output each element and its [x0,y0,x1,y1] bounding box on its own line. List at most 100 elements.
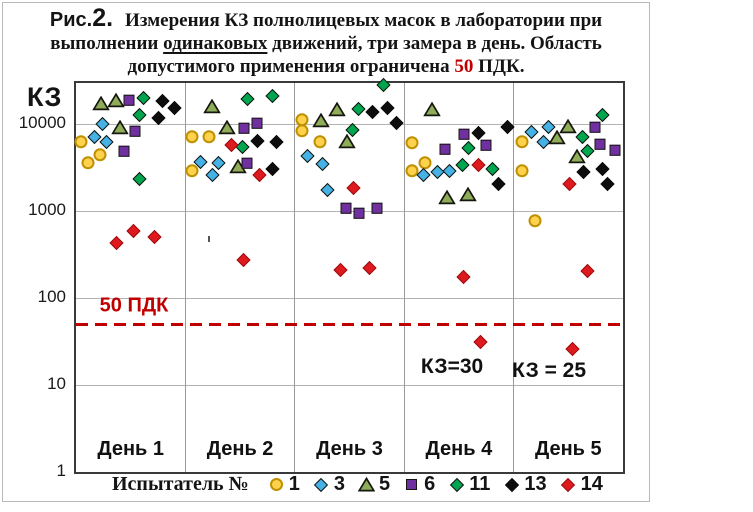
data-point-subject-14 [235,252,252,270]
day-label-1: День 1 [97,438,165,460]
circle-marker-icon [92,147,109,163]
diamond-marker-icon [251,167,268,183]
data-point-subject-13 [388,115,405,133]
data-point-subject-14 [332,262,349,280]
diamond-marker-icon [454,157,471,173]
diamond-marker-icon [223,137,240,153]
data-point-subject-1 [201,128,218,148]
y-tick-label-100: 100 [37,287,66,306]
data-point-subject-11 [239,91,256,109]
data-point-subject-14 [561,176,578,194]
day-label-2: День 2 [206,438,274,460]
triangle-marker-icon [559,118,577,134]
plot-area: День 1 День 2 День 3 День 4 День 5 50 ПДК КЗ=3… [73,78,625,474]
legend-title: Испытатель № [112,473,249,495]
day-separator [403,83,405,472]
gridline-100 [76,298,623,299]
square-marker-icon [236,120,253,136]
data-point-subject-11 [454,157,471,175]
data-point-subject-5 [328,101,346,122]
data-point-subject-5 [107,92,125,113]
data-point-subject-11 [264,88,281,106]
diamond-marker-icon [235,252,252,268]
triangle-marker-icon [568,148,586,164]
data-point-subject-1 [311,134,328,154]
square-marker-icon [456,126,473,142]
diamond-marker-icon [319,182,336,198]
square-marker-icon [351,206,368,222]
square-marker-icon [368,200,385,216]
data-point-subject-5 [92,96,110,117]
diamond-marker-icon [594,161,611,177]
data-point-subject-1 [183,128,200,148]
circle-marker-icon [403,135,420,151]
data-point-subject-5 [312,112,330,133]
triangle-marker-icon [338,133,356,149]
caption-number: 2. [92,4,114,32]
day-label-3: День 3 [316,438,383,460]
day-separator [184,83,186,472]
data-point-subject-11 [594,107,611,125]
diamond-marker-icon [472,334,489,350]
data-point-subject-6 [238,156,255,175]
data-point-subject-6 [116,143,133,162]
circle-marker-icon [403,163,420,179]
diamond-marker-icon [249,133,266,149]
diamond-marker-icon [135,90,152,106]
data-point-subject-14 [345,180,362,198]
day-label-4: День 4 [425,438,493,460]
data-point-subject-1 [403,135,420,155]
data-point-subject-14 [470,157,487,175]
triangle-marker-icon [423,101,441,117]
diamond-marker-icon [125,223,142,239]
data-point-subject-5 [459,187,477,208]
day-label-5: День 5 [534,438,602,460]
data-point-subject-6 [338,200,355,219]
threshold-line [76,323,623,327]
data-point-subject-13 [364,104,381,122]
diamond-marker-icon [375,77,392,93]
diamond-marker-icon [204,167,221,183]
legend-item-label: 6 [424,473,436,495]
y-tick-label-1000: 1000 [28,200,66,219]
data-point-subject-14 [564,341,581,359]
diamond-marker-icon [150,110,167,126]
data-point-subject-1 [73,134,90,154]
data-point-subject-5 [559,118,577,139]
data-point-subject-6 [607,142,624,161]
data-point-subject-6 [368,200,385,219]
diamond-marker-icon [379,100,396,116]
diamond-marker-icon [268,134,285,150]
diamond-marker-icon [239,91,256,107]
triangle-marker-icon [107,92,125,108]
data-point-subject-5 [548,129,566,150]
square-marker-icon [478,137,495,153]
legend-item-label: 5 [378,473,391,495]
circle-marker-icon [73,134,90,150]
figure-frame [2,2,650,502]
data-point-subject-1 [92,147,109,167]
data-point-subject-11 [579,143,596,161]
data-point-subject-6 [586,119,603,138]
diamond-marker-icon [131,107,148,123]
data-point-subject-1 [527,213,544,233]
triangle-marker-icon [92,96,110,112]
circle-marker-icon [514,163,531,179]
legend-item-5: 5 [357,473,391,496]
stray-mark [208,236,210,242]
data-point-subject-14 [223,137,240,155]
diamond-marker-icon [361,260,378,276]
triangle-marker-icon [357,477,375,493]
caption-prefix: Рис. [49,9,93,31]
y-tick-label-1: 1 [56,461,66,480]
diamond-marker-icon [314,156,331,172]
legend-item-label: 13 [524,473,547,495]
legend-item-label: 14 [580,473,603,495]
data-point-subject-13 [499,119,516,137]
triangle-marker-icon [218,119,236,135]
legend-item-label: 1 [288,473,300,495]
circle-marker-icon [294,123,311,139]
legend-item-3: 3 [313,473,345,496]
data-point-subject-14 [579,263,596,281]
